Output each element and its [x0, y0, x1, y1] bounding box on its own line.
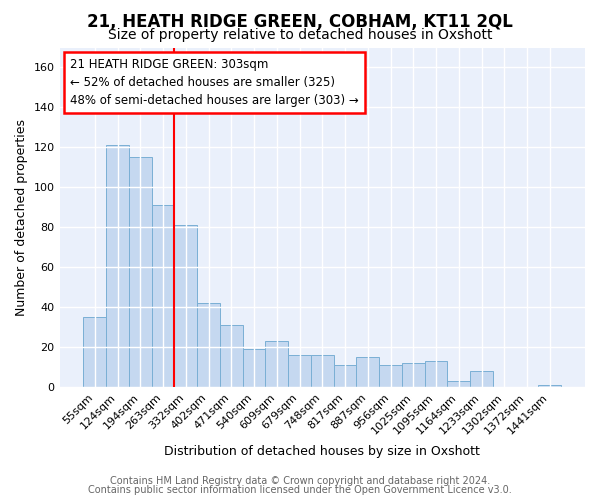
Text: 21 HEATH RIDGE GREEN: 303sqm
← 52% of detached houses are smaller (325)
48% of s: 21 HEATH RIDGE GREEN: 303sqm ← 52% of de…	[70, 58, 359, 106]
Bar	[379, 366, 402, 388]
Bar	[288, 356, 311, 388]
Bar	[129, 158, 152, 388]
Bar	[356, 358, 379, 388]
Text: Contains public sector information licensed under the Open Government Licence v3: Contains public sector information licen…	[88, 485, 512, 495]
Bar	[470, 372, 493, 388]
Text: Contains HM Land Registry data © Crown copyright and database right 2024.: Contains HM Land Registry data © Crown c…	[110, 476, 490, 486]
Bar	[448, 382, 470, 388]
Bar	[242, 350, 265, 388]
Y-axis label: Number of detached properties: Number of detached properties	[15, 119, 28, 316]
Bar	[311, 356, 334, 388]
Bar	[334, 366, 356, 388]
Bar	[152, 206, 175, 388]
Text: Size of property relative to detached houses in Oxshott: Size of property relative to detached ho…	[108, 28, 492, 42]
Bar	[83, 318, 106, 388]
Bar	[106, 146, 129, 388]
Text: 21, HEATH RIDGE GREEN, COBHAM, KT11 2QL: 21, HEATH RIDGE GREEN, COBHAM, KT11 2QL	[87, 12, 513, 30]
Bar	[425, 362, 448, 388]
Bar	[402, 364, 425, 388]
Bar	[197, 304, 220, 388]
Bar	[265, 342, 288, 388]
Bar	[538, 386, 561, 388]
X-axis label: Distribution of detached houses by size in Oxshott: Distribution of detached houses by size …	[164, 444, 480, 458]
Bar	[175, 226, 197, 388]
Bar	[220, 326, 242, 388]
